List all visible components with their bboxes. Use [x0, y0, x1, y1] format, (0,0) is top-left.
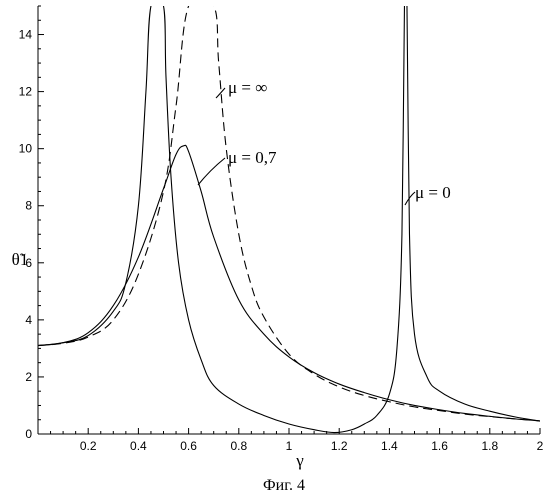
x-tick-label: 0.2 [80, 439, 97, 453]
x-tick-label: 1 [286, 439, 293, 453]
mu-inf-curve [38, 0, 540, 421]
y-tick-label: 8 [25, 199, 32, 213]
x-tick-label: 0.8 [230, 439, 247, 453]
y-tick-label: 12 [19, 85, 33, 99]
y-tick-label: 2 [25, 370, 32, 384]
mu-inf-leader-line [216, 88, 225, 98]
mu-07-label: μ = 0,7 [228, 148, 277, 167]
x-axis-title: γ [295, 451, 304, 470]
figure-caption: Фиг. 4 [263, 477, 305, 494]
mu-0-curve [38, 0, 540, 433]
mu-07-leader-line [198, 158, 225, 185]
x-tick-label: 1.4 [381, 439, 398, 453]
y-tick-label: 10 [19, 142, 33, 156]
x-tick-label: 0.6 [180, 439, 197, 453]
ticks-layer: 0.20.40.60.811.21.41.61.8202468101214 [19, 6, 544, 453]
mu-0-leader-line [405, 192, 415, 205]
y-tick-label: 4 [25, 313, 32, 327]
x-tick-label: 0.4 [130, 439, 147, 453]
x-tick-label: 1.6 [431, 439, 448, 453]
mu-inf-label: μ = ∞ [228, 78, 267, 97]
curves-layer [38, 0, 540, 433]
x-tick-label: 2 [537, 439, 544, 453]
x-tick-label: 1.2 [331, 439, 348, 453]
y-tick-label: 14 [19, 28, 33, 42]
y-axis-title: θ̃1 [12, 250, 29, 269]
x-tick-label: 1.8 [481, 439, 498, 453]
mu-07-curve [38, 145, 540, 421]
mu-0-label: μ = 0 [415, 183, 451, 202]
y-tick-label: 0 [25, 427, 32, 441]
